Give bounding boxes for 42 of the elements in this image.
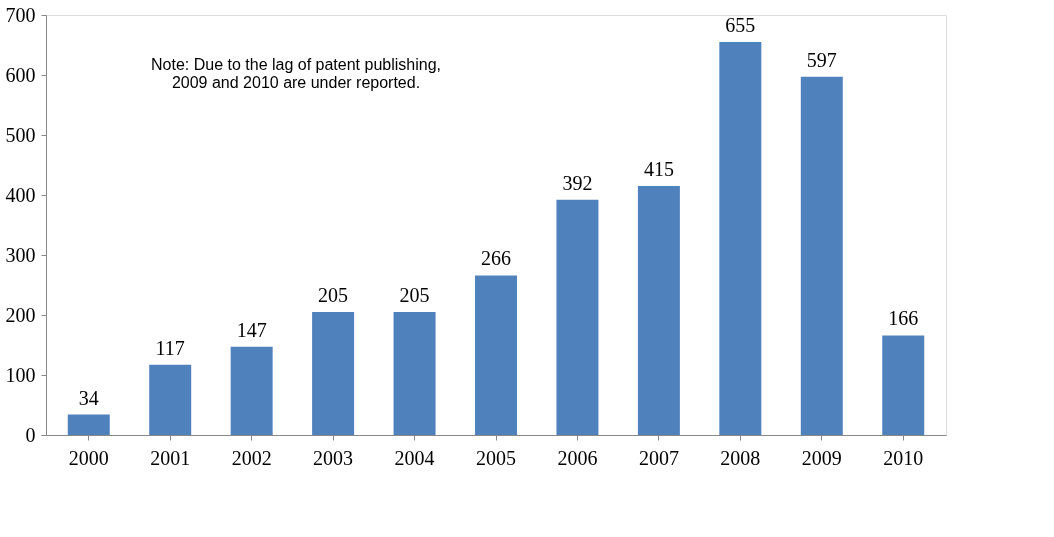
- data-label: 392: [562, 171, 593, 194]
- bar: [149, 364, 192, 435]
- bar: [67, 414, 110, 435]
- data-label: 266: [481, 247, 511, 270]
- x-tick-label: 2008: [720, 446, 761, 469]
- y-tick-label: 100: [5, 363, 36, 386]
- bar: [230, 346, 273, 435]
- x-tick-label: 2002: [231, 446, 272, 469]
- y-tick-label: 0: [25, 423, 36, 446]
- x-tick-label: 2001: [150, 446, 191, 469]
- bar: [800, 76, 843, 435]
- data-label: 655: [725, 14, 756, 36]
- bar: [475, 275, 517, 435]
- y-tick-label: 400: [5, 183, 36, 206]
- y-tick-label: 700: [5, 3, 36, 26]
- x-tick-label: 2003: [313, 446, 354, 469]
- x-tick-label: 2009: [801, 446, 842, 469]
- data-label: 205: [318, 284, 349, 306]
- y-tick-label: 200: [5, 303, 36, 326]
- x-tick-label: 2010: [883, 446, 924, 469]
- data-label: 166: [888, 307, 919, 330]
- data-label: 34: [78, 386, 99, 409]
- bar: [393, 312, 436, 435]
- x-tick-label: 2006: [557, 446, 598, 469]
- bar: [556, 199, 599, 435]
- data-label: 415: [643, 158, 674, 180]
- y-tick-label: 500: [5, 123, 36, 146]
- bar: [312, 312, 355, 435]
- bar: [882, 335, 925, 435]
- x-tick-label: 2004: [394, 446, 435, 469]
- data-label: 117: [155, 336, 185, 359]
- bar: [637, 186, 680, 435]
- data-label: 597: [806, 48, 837, 71]
- x-tick-label: 2005: [476, 446, 516, 469]
- x-tick-label: 2000: [68, 446, 109, 469]
- bar: [719, 42, 762, 435]
- y-tick-label: 600: [5, 63, 36, 86]
- y-tick-label: 300: [5, 243, 36, 266]
- data-label: 205: [399, 284, 430, 306]
- data-label: 147: [236, 318, 267, 341]
- annotation: Note: Due to the lag of patent publishing, 2009 and 2010 are under reported.: [151, 56, 441, 91]
- x-tick-label: 2007: [638, 446, 679, 469]
